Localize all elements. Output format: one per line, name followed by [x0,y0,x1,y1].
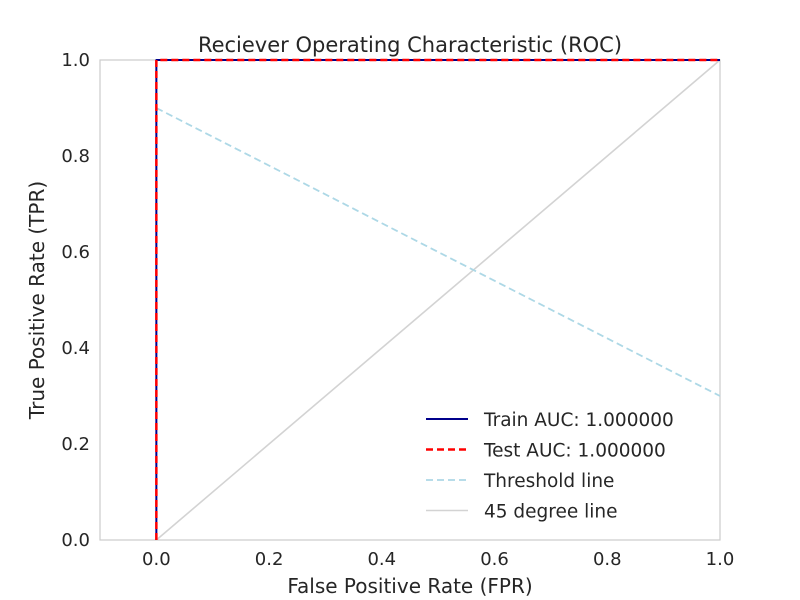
y-tick-label: 0.8 [61,146,90,167]
x-axis-label: False Positive Rate (FPR) [287,574,532,598]
x-tick-label: 0.0 [142,549,171,570]
legend-label: 45 degree line [484,502,618,523]
x-tick-label: 1.0 [706,549,735,570]
x-axis-ticks: 0.0 0.2 0.4 0.6 0.8 1.0 [142,549,734,570]
y-tick-label: 0.4 [61,338,90,359]
chart-title: Reciever Operating Characteristic (ROC) [198,33,622,57]
x-tick-label: 0.4 [367,549,396,570]
y-tick-label: 0.6 [61,242,90,263]
legend-label: Test AUC: 1.000000 [483,441,666,462]
y-tick-label: 1.0 [61,50,90,71]
x-tick-label: 0.2 [255,549,284,570]
y-tick-label: 0.0 [61,530,90,551]
legend: Train AUC: 1.000000 Test AUC: 1.000000 Thr… [426,410,674,523]
y-tick-label: 0.2 [61,434,90,455]
series-layer [155,58,721,541]
x-tick-label: 0.6 [480,549,509,570]
series-line-2 [155,107,721,397]
y-axis-ticks: 0.0 0.2 0.4 0.6 0.8 1.0 [61,50,90,551]
series-line-1 [155,58,720,540]
y-axis-label: True Positive Rate (TPR) [25,181,49,420]
legend-label: Threshold line [483,471,614,492]
series-line-3 [155,59,721,541]
plot-frame [99,59,721,541]
legend-label: Train AUC: 1.000000 [483,410,674,431]
x-tick-label: 0.8 [593,549,622,570]
